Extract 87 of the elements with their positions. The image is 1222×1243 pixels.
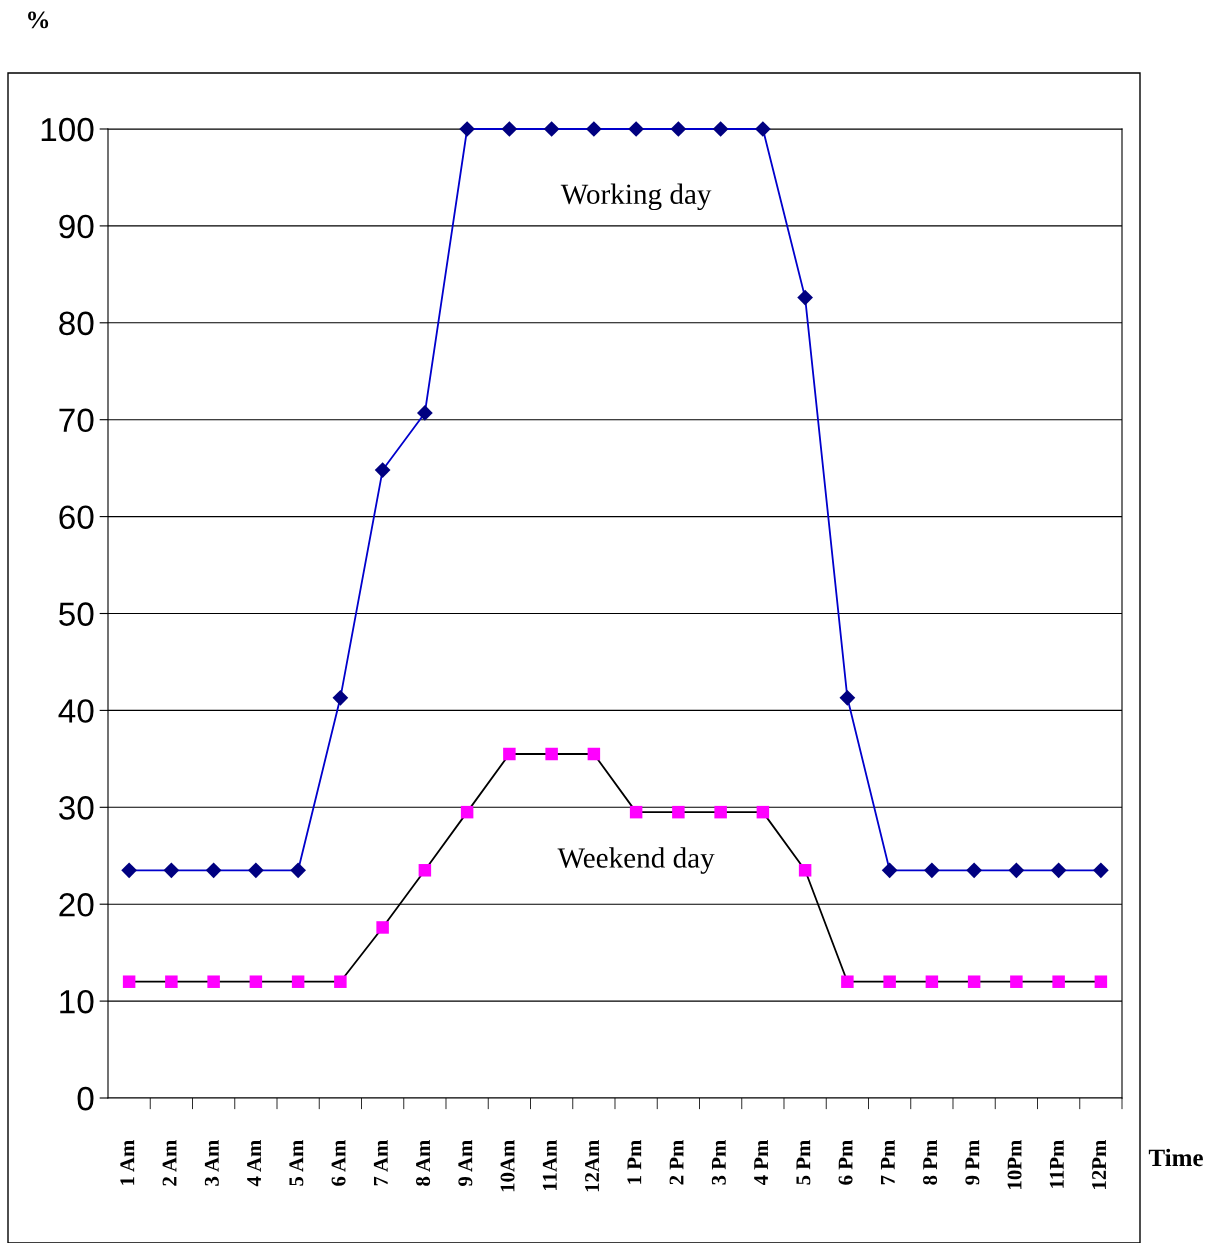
point bbox=[628, 121, 644, 137]
point bbox=[376, 921, 389, 934]
point bbox=[755, 121, 771, 137]
x-tick-label: 5 Am bbox=[289, 1140, 304, 1186]
y-tick-label: 50 bbox=[59, 602, 94, 626]
x-tick-label: 3 Pm bbox=[711, 1140, 726, 1185]
point bbox=[586, 121, 602, 137]
point bbox=[1008, 862, 1025, 879]
y-axis-title: % bbox=[28, 11, 49, 29]
point bbox=[248, 862, 264, 879]
x-tick-label: 2 Am bbox=[162, 1140, 177, 1186]
point bbox=[122, 975, 136, 988]
point bbox=[1094, 975, 1108, 988]
point bbox=[797, 289, 813, 306]
point bbox=[249, 975, 263, 988]
x-tick-label: 12Am bbox=[585, 1140, 599, 1192]
point bbox=[334, 975, 347, 988]
point bbox=[883, 975, 896, 988]
y-tick-label: 10 bbox=[60, 989, 94, 1014]
point bbox=[1050, 862, 1067, 879]
point bbox=[1052, 975, 1065, 988]
point bbox=[712, 121, 729, 137]
series-label: Working day bbox=[560, 183, 712, 211]
x-tick-label: 4 Am bbox=[247, 1140, 261, 1187]
point bbox=[1010, 975, 1023, 988]
x-tick-label: 11Am bbox=[542, 1140, 557, 1191]
series-label: Weekend day bbox=[557, 847, 715, 874]
y-tick-label: 40 bbox=[58, 699, 94, 723]
x-tick-label: 7 Pm bbox=[880, 1140, 895, 1185]
point bbox=[841, 975, 854, 988]
y-tick-label: 80 bbox=[59, 311, 94, 336]
x-tick-label: 10Am bbox=[500, 1140, 515, 1192]
point bbox=[672, 805, 685, 819]
y-tick-label: 60 bbox=[59, 505, 94, 530]
y-tick-label: 70 bbox=[59, 408, 94, 433]
point bbox=[460, 805, 474, 819]
point bbox=[503, 747, 516, 761]
point bbox=[332, 689, 349, 706]
point bbox=[543, 121, 560, 137]
x-tick-label: 12Pm bbox=[1092, 1140, 1106, 1189]
point bbox=[501, 121, 518, 137]
x-tick-label: 9 Pm bbox=[965, 1140, 980, 1185]
y-tick-label: 100 bbox=[41, 117, 94, 142]
x-axis-title: Time bbox=[1148, 1148, 1203, 1167]
point bbox=[629, 805, 643, 819]
point bbox=[163, 862, 180, 879]
y-tick-label: 90 bbox=[59, 214, 94, 239]
point bbox=[121, 862, 137, 879]
point bbox=[205, 862, 222, 879]
point bbox=[418, 864, 432, 877]
point bbox=[290, 862, 306, 879]
y-tick-label: 20 bbox=[59, 893, 94, 917]
point bbox=[207, 975, 220, 988]
x-tick-label: 1 Pm bbox=[627, 1140, 642, 1184]
point bbox=[1093, 862, 1109, 879]
point bbox=[165, 975, 178, 988]
x-tick-label: 3 Am bbox=[204, 1140, 219, 1186]
x-tick-label: 6 Am bbox=[331, 1140, 346, 1186]
point bbox=[839, 689, 856, 706]
x-tick-label: 2 Pm bbox=[669, 1140, 684, 1185]
point bbox=[966, 862, 982, 879]
point bbox=[756, 805, 770, 819]
point bbox=[670, 121, 687, 137]
point bbox=[967, 975, 981, 988]
point bbox=[545, 747, 558, 761]
point bbox=[714, 805, 727, 819]
x-tick-label: 11Pm bbox=[1049, 1140, 1064, 1188]
point bbox=[291, 975, 305, 988]
x-tick-label: 5 Pm bbox=[796, 1140, 811, 1185]
x-tick-label: 10Pm bbox=[1007, 1140, 1022, 1189]
x-tick-label: 6 Pm bbox=[838, 1140, 853, 1185]
y-tick-label: 0 bbox=[77, 1086, 94, 1111]
x-tick-label: 4 Pm bbox=[754, 1140, 768, 1186]
x-tick-label: 1 Am bbox=[120, 1140, 135, 1185]
point bbox=[417, 405, 433, 421]
x-tick-label: 8 Pm bbox=[923, 1140, 938, 1185]
point bbox=[924, 862, 940, 879]
point bbox=[798, 864, 812, 877]
y-tick-label: 30 bbox=[59, 796, 94, 820]
point bbox=[459, 121, 475, 137]
x-tick-label: 8 Am bbox=[416, 1140, 431, 1186]
x-tick-label: 9 Am bbox=[458, 1140, 473, 1186]
point bbox=[881, 862, 898, 879]
point bbox=[587, 747, 601, 761]
x-tick-label: 7 Am bbox=[373, 1140, 388, 1186]
point bbox=[374, 462, 391, 478]
point bbox=[925, 975, 939, 988]
